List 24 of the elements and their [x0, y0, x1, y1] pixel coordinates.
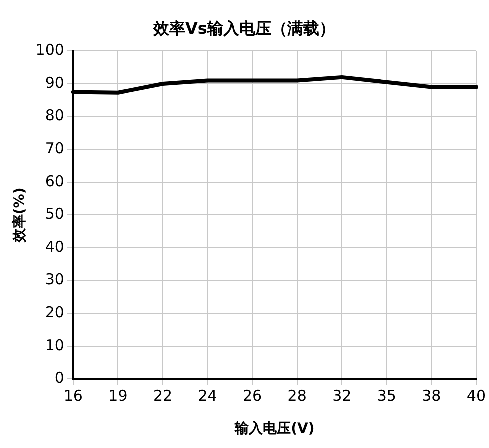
chart-title: 效率Vs输入电压（满载） [152, 18, 336, 38]
x-tick-label: 26 [243, 387, 262, 406]
y-axis-title: 效率(%) [11, 188, 28, 244]
x-tick-label: 19 [108, 387, 128, 406]
x-tick-label: 24 [198, 387, 218, 406]
y-tick-label: 10 [45, 336, 64, 354]
x-tick-label: 16 [64, 387, 83, 406]
y-tick-label: 50 [45, 205, 64, 224]
y-tick-label: 60 [45, 172, 64, 190]
y-tick-label: 90 [45, 74, 64, 92]
y-tick-label: 100 [36, 41, 64, 60]
x-tick-label: 35 [377, 387, 396, 406]
y-tick-label: 30 [45, 270, 64, 289]
y-tick-label: 70 [45, 139, 64, 158]
y-tick-label: 40 [45, 238, 64, 256]
y-tick-label: 0 [54, 369, 64, 388]
y-tick-label: 80 [45, 106, 64, 125]
x-tick-label: 38 [422, 387, 442, 406]
x-tick-label: 22 [153, 387, 173, 406]
x-tick-label: 40 [466, 387, 486, 406]
x-tick-label: 28 [288, 387, 307, 406]
y-tick-label: 20 [45, 303, 64, 322]
x-tick-label: 32 [332, 387, 352, 406]
x-axis-title: 输入电压(V) [234, 421, 315, 438]
